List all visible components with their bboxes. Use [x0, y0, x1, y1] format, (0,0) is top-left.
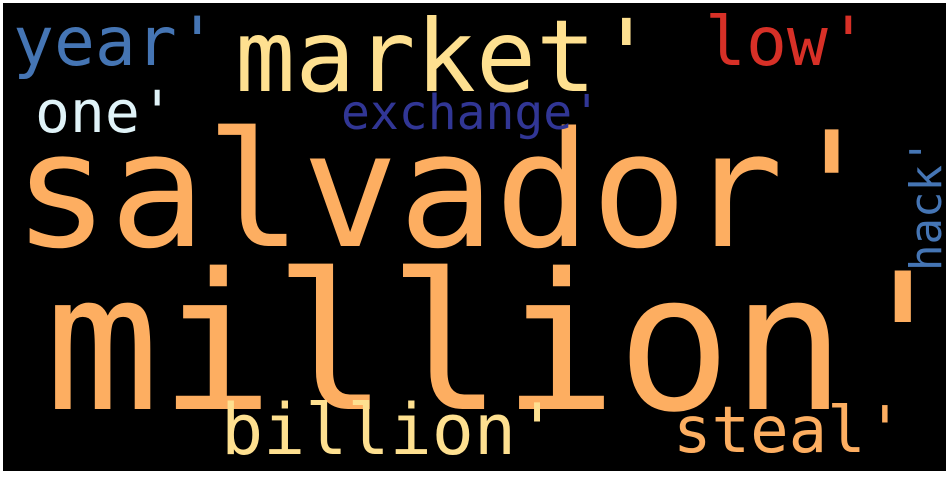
word-one: one' — [35, 78, 175, 146]
word-billion: billion' — [221, 389, 559, 471]
word-hack: hack' — [901, 138, 946, 271]
word-million: million' — [45, 233, 946, 454]
word-market: market' — [235, 3, 657, 115]
word-year: year' — [13, 3, 218, 82]
word-steal: steal' — [673, 394, 905, 468]
word-exchange: exchange' — [341, 85, 602, 141]
word-low: low' — [705, 3, 869, 82]
word-cloud: salvador' million' market' year' low' on… — [3, 3, 946, 471]
word-salvador: salvador' — [13, 97, 880, 284]
